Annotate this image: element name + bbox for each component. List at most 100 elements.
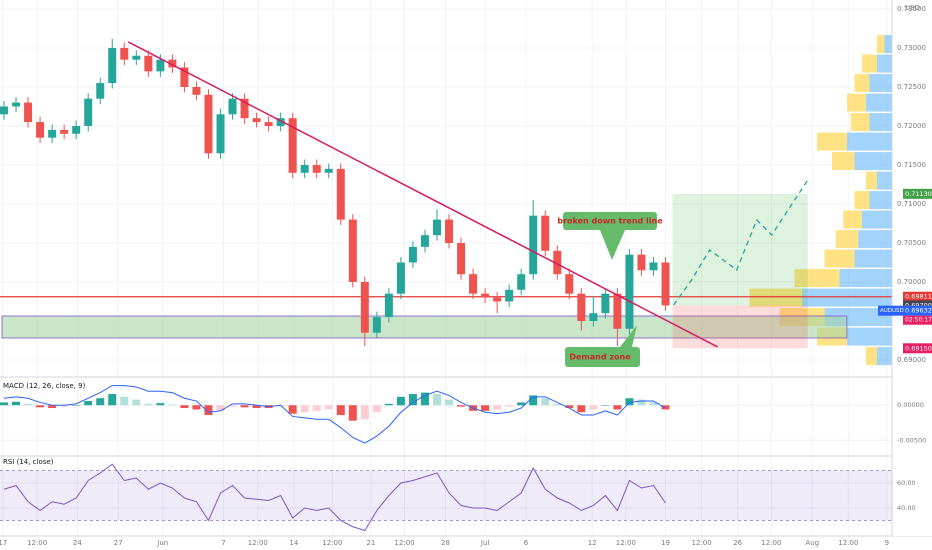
macd-histogram xyxy=(300,405,309,413)
volume-sell xyxy=(794,269,840,288)
candle-body xyxy=(168,59,177,68)
currency: USD xyxy=(905,4,920,12)
macd-histogram xyxy=(312,405,321,411)
x-tick-label: 7 xyxy=(221,539,225,547)
callout-box xyxy=(565,347,640,367)
macd-histogram xyxy=(408,394,417,406)
macd-histogram xyxy=(24,403,33,406)
price-tag-label: 0.71130 xyxy=(905,190,932,198)
candle-body xyxy=(252,118,261,123)
symbol-tag xyxy=(878,305,903,316)
macd-histogram xyxy=(276,405,285,407)
macd-histogram xyxy=(625,398,634,406)
x-tick-label: Jun xyxy=(156,539,168,547)
candle-body xyxy=(60,129,69,134)
x-tick-label: 17 xyxy=(0,539,7,547)
candle-body xyxy=(469,274,478,294)
x-tick-label: Jul xyxy=(480,539,490,547)
y-tick-label: 0.70500 xyxy=(897,239,926,247)
macd-histogram xyxy=(0,402,9,406)
callout-box xyxy=(563,212,657,230)
candle-body xyxy=(216,114,225,154)
candle-body xyxy=(565,274,574,294)
x-tick-label: 21 xyxy=(366,539,375,547)
candle-body xyxy=(180,67,189,87)
candle-body xyxy=(372,317,381,333)
candle-body xyxy=(300,164,309,173)
trend-line xyxy=(127,41,718,348)
x-tick-label: 12:00 xyxy=(322,539,342,547)
volume-buy xyxy=(877,171,892,190)
macd-histogram xyxy=(420,392,429,406)
macd-histogram xyxy=(372,405,381,413)
candle-body xyxy=(204,94,213,154)
candle-body xyxy=(445,219,454,243)
volume-buy xyxy=(847,327,892,346)
volume-buy xyxy=(869,74,892,93)
candle-body xyxy=(144,55,153,72)
x-tick-label: Aug xyxy=(805,539,819,547)
candle-body xyxy=(0,106,9,115)
candle-body xyxy=(577,293,586,321)
grid xyxy=(0,0,892,536)
macd-histogram xyxy=(348,405,357,421)
candle-body xyxy=(661,262,670,306)
candle-body xyxy=(432,219,441,236)
projection-line xyxy=(673,179,809,306)
y-tick-label: 0.73500 xyxy=(897,5,926,13)
symbol-label: AUDUSD xyxy=(880,308,904,314)
candle-body xyxy=(288,118,297,173)
volume-sell xyxy=(865,347,877,366)
price-tag-label: 0.69632 xyxy=(905,307,932,315)
macd-line xyxy=(3,385,666,444)
rsi-band xyxy=(0,470,892,521)
candle-body xyxy=(457,242,466,275)
macd-histogram xyxy=(589,405,598,410)
candle-body xyxy=(360,281,369,333)
candle-body xyxy=(589,313,598,321)
y-tick-label: 0.69000 xyxy=(897,356,926,364)
macd-histogram xyxy=(288,405,297,414)
y-tick-label: 0.00000 xyxy=(897,401,924,409)
candle-body xyxy=(108,47,117,84)
macd-histogram xyxy=(72,405,81,406)
price-pane xyxy=(0,35,892,366)
candle-body xyxy=(408,246,417,263)
target-zone xyxy=(672,193,808,306)
macd-histogram xyxy=(48,405,57,409)
demand-zone xyxy=(1,315,848,339)
candle-body xyxy=(192,86,201,95)
candle-body xyxy=(637,254,646,271)
macd-histogram xyxy=(577,405,586,413)
volume-buy xyxy=(865,93,892,112)
macd-histogram xyxy=(493,405,502,410)
volume-buy xyxy=(858,230,892,249)
price-tag-label: 0.69811 xyxy=(905,293,932,301)
price-tag xyxy=(903,300,932,311)
candle-body xyxy=(553,250,562,275)
price-tag-label: 0.69150 xyxy=(905,344,932,352)
volume-buy xyxy=(802,288,892,307)
volume-sell xyxy=(824,249,855,268)
macd-histogram xyxy=(84,401,93,406)
volume-sell xyxy=(847,93,866,112)
volume-buy xyxy=(884,35,892,54)
macd-histogram xyxy=(445,399,454,406)
macd-histogram xyxy=(649,402,658,406)
candle-body xyxy=(505,289,514,302)
x-tick-label: 24 xyxy=(73,539,82,547)
candle-body xyxy=(336,168,345,220)
x-tick-label: 12:00 xyxy=(394,539,414,547)
candle-body xyxy=(228,98,237,115)
price-tag xyxy=(903,188,932,199)
macd-histogram xyxy=(505,405,514,407)
volume-sell xyxy=(817,132,847,151)
macd-histogram xyxy=(661,405,670,410)
candle-body xyxy=(384,293,393,318)
candle-body xyxy=(24,102,33,123)
y-tick-label: -0.00500 xyxy=(897,436,926,444)
macd-histogram xyxy=(529,395,538,406)
macd-histogram xyxy=(36,405,45,408)
volume-sell xyxy=(850,113,870,132)
